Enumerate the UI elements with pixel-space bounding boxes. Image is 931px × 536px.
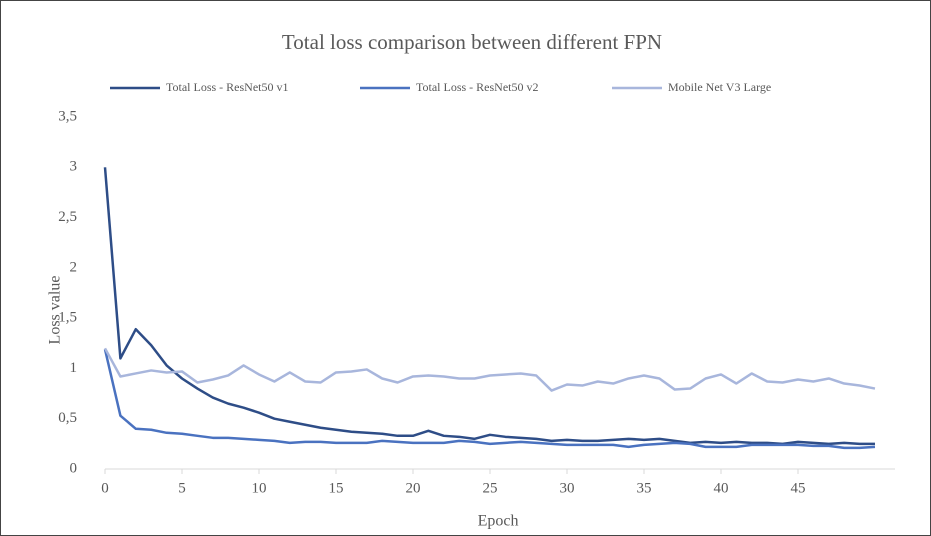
legend-label: Mobile Net V3 Large (668, 80, 771, 94)
y-tick-label: 0 (70, 460, 78, 476)
y-tick-label: 1 (70, 360, 78, 376)
y-tick-label: 2,5 (58, 209, 77, 225)
x-tick-label: 0 (101, 480, 109, 496)
x-tick-label: 10 (251, 480, 266, 496)
x-tick-label: 45 (790, 480, 805, 496)
y-tick-label: 3 (70, 159, 78, 175)
y-tick-label: 3,5 (58, 108, 77, 124)
y-axis-label: Loss value (47, 276, 64, 345)
series-line (103, 349, 876, 450)
series-line (103, 167, 875, 446)
y-tick-label: 2 (70, 259, 78, 275)
x-tick-label: 30 (559, 480, 574, 496)
legend-label: Total Loss - ResNet50 v2 (416, 80, 538, 94)
x-tick-label: 15 (328, 480, 343, 496)
x-tick-label: 35 (636, 480, 651, 496)
x-tick-label: 20 (405, 480, 420, 496)
series-line (103, 347, 876, 392)
y-tick-label: 0,5 (58, 410, 77, 426)
chart-title: Total loss comparison between different … (282, 30, 662, 54)
x-tick-label: 25 (482, 480, 497, 496)
legend-label: Total Loss - ResNet50 v1 (166, 80, 288, 94)
x-tick-label: 5 (178, 480, 186, 496)
x-axis-label: Epoch (478, 513, 519, 530)
y-tick-label: 1,5 (58, 310, 77, 326)
x-tick-label: 40 (713, 480, 728, 496)
